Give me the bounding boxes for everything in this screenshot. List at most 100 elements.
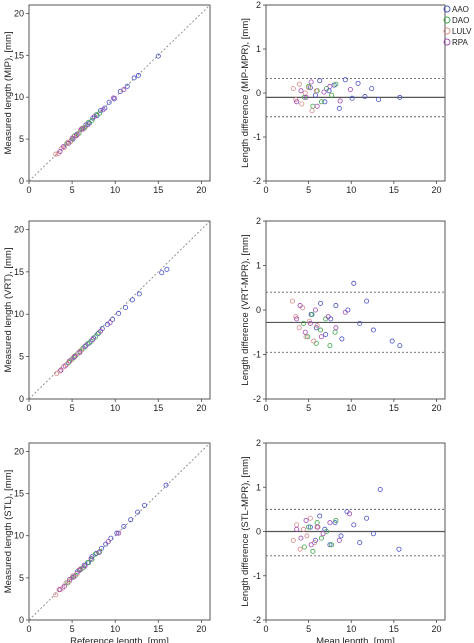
data-point-dao [305, 334, 311, 340]
data-point-rpa [79, 126, 85, 132]
data-point-aao [307, 524, 313, 530]
data-point-rpa [100, 107, 106, 113]
data-point-rpa [85, 122, 91, 128]
panel-mip_ba: 0 5 10 15 20 -2 -1 0 1 2 Length difference (MIP-MP… [240, 0, 446, 195]
data-point-rpa [67, 577, 73, 583]
plot-frame [265, 4, 446, 182]
data-point-rpa [297, 303, 303, 309]
x-tick-label: 0 [26, 403, 31, 413]
x-tick-label: 5 [306, 185, 311, 195]
data-point-rpa [294, 526, 300, 532]
x-tick-label: 20 [196, 185, 206, 195]
data-point-rpa [303, 94, 309, 100]
panel-vrt_corr: 0 5 10 15 20 0 5 10 15 20 Measured length (VRT), [… [3, 220, 211, 413]
y-axis-label: Length difference (VRT-MPR), [mm] [240, 234, 251, 385]
data-point-lulv [289, 298, 295, 304]
data-point-rpa [294, 316, 300, 322]
y-tick-label: 20 [14, 8, 24, 18]
identity-line [28, 220, 211, 400]
data-point-rpa [294, 99, 300, 105]
x-axis-label: Reference length, [mm] [70, 636, 169, 643]
legend-label-dao: DAO [452, 16, 469, 25]
data-point-aao [108, 535, 114, 541]
x-tick-label: 15 [389, 403, 399, 413]
data-point-aao [131, 75, 137, 81]
data-point-rpa [342, 309, 348, 315]
data-point-aao [362, 94, 368, 100]
x-tick-label: 5 [306, 624, 311, 634]
y-tick-label: -2 [253, 615, 261, 625]
data-point-rpa [121, 87, 127, 93]
data-point-rpa [88, 555, 94, 561]
y-axis-label: Length difference (STL-MPR), [mm] [240, 456, 251, 606]
x-tick-label: 0 [26, 624, 31, 634]
data-point-dao [301, 320, 307, 326]
data-point-dao [318, 535, 324, 541]
data-point-rpa [347, 86, 353, 92]
legend-label-rpa: RPA [452, 38, 469, 47]
panel-mip_corr: 0 5 10 15 20 0 5 10 15 20 Measured length (MIP), [… [3, 4, 211, 195]
data-point-lulv [302, 90, 308, 96]
data-point-rpa [308, 542, 314, 548]
y-tick-label: 10 [14, 531, 24, 541]
y-tick-label: 5 [19, 573, 24, 583]
data-point-rpa [90, 337, 96, 343]
data-point-aao [141, 502, 147, 508]
data-point-lulv [306, 318, 312, 324]
data-point-aao [163, 482, 169, 488]
data-point-rpa [82, 563, 88, 569]
y-tick-label: 10 [14, 92, 24, 102]
data-point-lulv [304, 533, 310, 539]
data-point-lulv [293, 97, 299, 103]
x-tick-label: 0 [263, 185, 268, 195]
legend-marker-dao [443, 16, 451, 24]
data-point-aao [128, 517, 134, 523]
y-tick-label: 20 [14, 224, 24, 234]
data-point-aao [313, 325, 319, 331]
data-point-rpa [336, 537, 342, 543]
y-tick-label: 0 [256, 305, 261, 315]
y-tick-label: 0 [19, 394, 24, 404]
data-point-lulv [313, 88, 319, 94]
data-point-aao [81, 562, 87, 568]
data-point-dao [306, 524, 312, 530]
plot-frame [28, 4, 211, 182]
data-point-aao [370, 531, 376, 537]
data-point-lulv [53, 151, 59, 157]
x-axis-label: Mean length, [mm] [316, 636, 395, 643]
y-axis-label: Measured length (VRT), [mm] [3, 248, 14, 373]
y-tick-label: -1 [253, 132, 261, 142]
y-tick-label: -2 [253, 176, 261, 186]
data-point-rpa [77, 349, 83, 355]
y-tick-label: 15 [14, 50, 24, 60]
data-point-aao [159, 270, 165, 276]
data-point-lulv [53, 592, 59, 598]
data-point-dao [309, 311, 315, 317]
data-point-aao [317, 513, 323, 519]
y-tick-label: 0 [19, 615, 24, 625]
y-tick-label: 10 [14, 309, 24, 319]
data-point-lulv [65, 139, 71, 145]
data-point-aao [135, 509, 141, 515]
y-tick-label: 0 [256, 527, 261, 537]
data-point-dao [85, 560, 91, 566]
data-point-aao [333, 303, 339, 309]
y-tick-label: 0 [19, 176, 24, 186]
data-point-aao [323, 331, 329, 337]
data-point-aao [376, 97, 382, 103]
data-point-rpa [62, 363, 68, 369]
x-tick-label: 20 [196, 624, 206, 634]
data-point-aao [318, 300, 324, 306]
data-point-dao [310, 103, 316, 109]
data-point-rpa [110, 95, 116, 101]
y-tick-label: -2 [253, 394, 261, 404]
data-point-dao [97, 110, 103, 116]
data-point-aao [95, 331, 101, 337]
data-point-rpa [298, 88, 304, 94]
x-tick-label: 15 [153, 185, 163, 195]
x-tick-label: 10 [110, 403, 120, 413]
data-point-aao [349, 95, 355, 101]
y-tick-label: 5 [19, 352, 24, 362]
data-point-rpa [116, 530, 122, 536]
data-point-lulv [296, 81, 302, 87]
